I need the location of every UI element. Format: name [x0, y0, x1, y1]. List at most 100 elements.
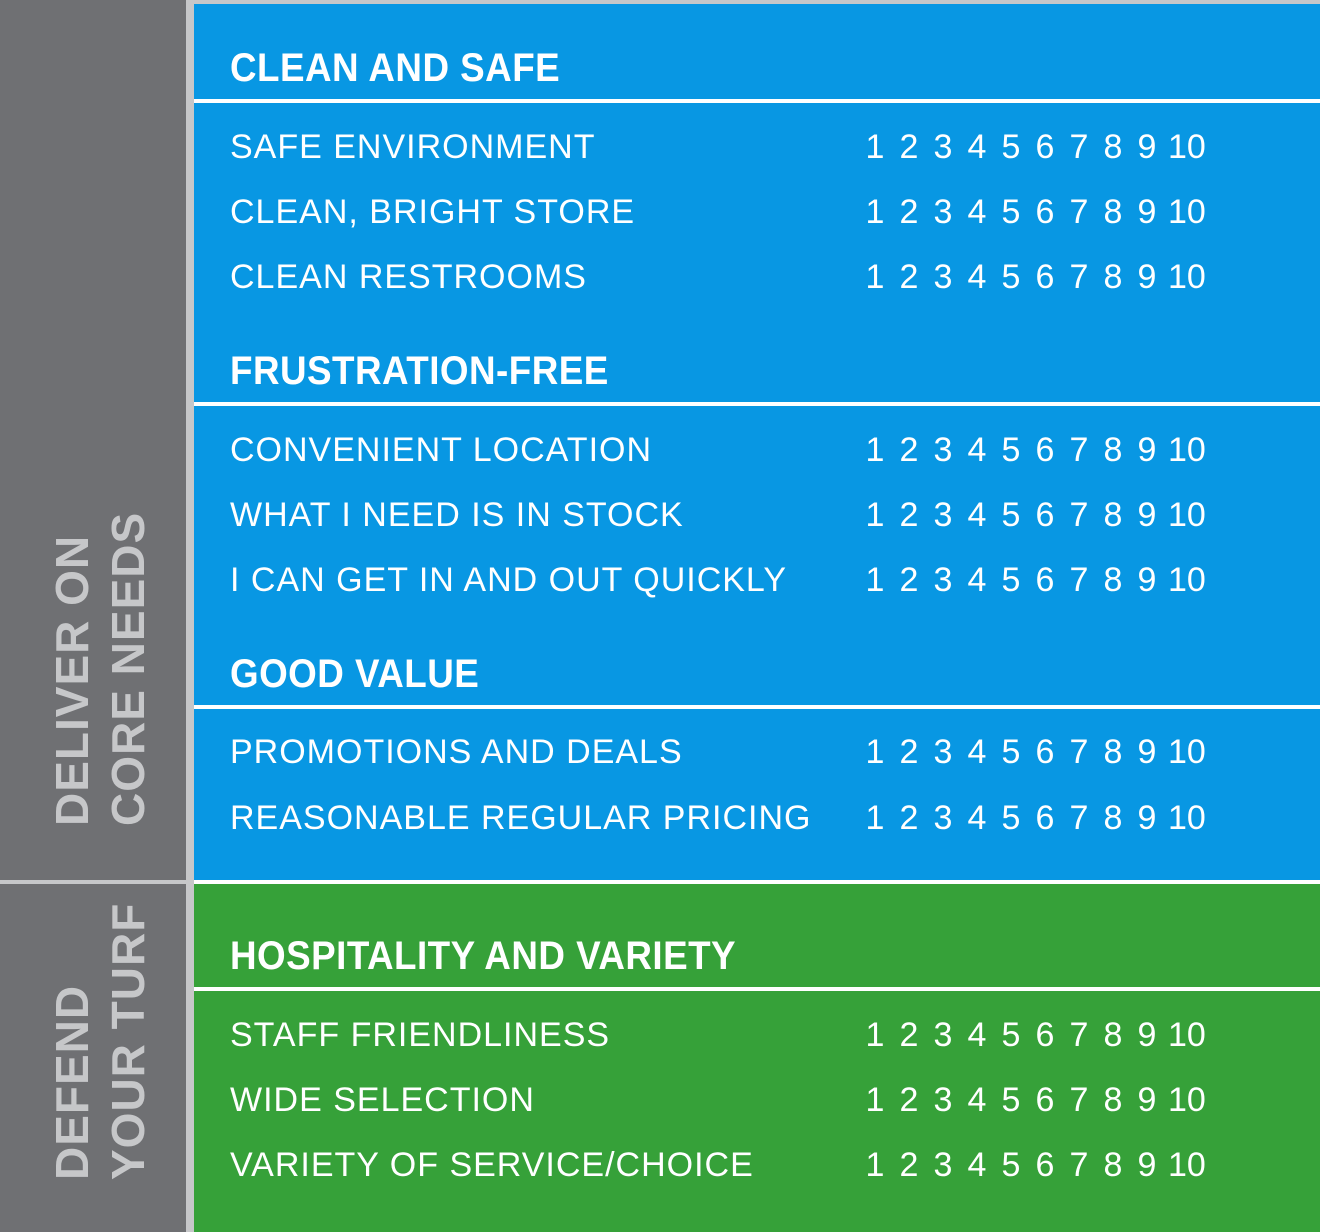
scale-value-3[interactable]: 3 [933, 561, 953, 599]
scale-value-8[interactable]: 8 [1103, 561, 1123, 599]
scale-value-4[interactable]: 4 [967, 1016, 987, 1054]
scale-value-9[interactable]: 9 [1137, 799, 1157, 837]
scale-value-9[interactable]: 9 [1137, 193, 1157, 231]
scale-value-2[interactable]: 2 [899, 258, 919, 296]
scale-value-5[interactable]: 5 [1001, 496, 1021, 534]
scale-value-6[interactable]: 6 [1035, 258, 1055, 296]
scale-value-2[interactable]: 2 [899, 1016, 919, 1054]
scale-value-1[interactable]: 1 [865, 496, 885, 534]
scale-value-4[interactable]: 4 [967, 1146, 987, 1184]
scale-value-4[interactable]: 4 [967, 258, 987, 296]
scale-value-7[interactable]: 7 [1069, 799, 1089, 837]
scale-value-1[interactable]: 1 [865, 431, 885, 469]
scale-value-10[interactable]: 10 [1168, 258, 1206, 296]
scale-value-4[interactable]: 4 [967, 128, 987, 166]
scale-value-5[interactable]: 5 [1001, 733, 1021, 771]
scale-value-4[interactable]: 4 [967, 193, 987, 231]
scale-value-10[interactable]: 10 [1168, 128, 1206, 166]
scale-value-7[interactable]: 7 [1069, 431, 1089, 469]
scale-value-10[interactable]: 10 [1168, 733, 1206, 771]
scale-value-6[interactable]: 6 [1035, 431, 1055, 469]
scale-value-9[interactable]: 9 [1137, 733, 1157, 771]
scale-value-9[interactable]: 9 [1137, 561, 1157, 599]
scale-value-5[interactable]: 5 [1001, 799, 1021, 837]
scale-value-2[interactable]: 2 [899, 128, 919, 166]
scale-value-10[interactable]: 10 [1168, 1016, 1206, 1054]
scale-value-1[interactable]: 1 [865, 1146, 885, 1184]
scale-value-6[interactable]: 6 [1035, 1016, 1055, 1054]
scale-value-3[interactable]: 3 [933, 1016, 953, 1054]
scale-value-10[interactable]: 10 [1168, 561, 1206, 599]
scale-value-6[interactable]: 6 [1035, 1081, 1055, 1119]
scale-value-2[interactable]: 2 [899, 799, 919, 837]
scale-value-3[interactable]: 3 [933, 733, 953, 771]
scale-value-7[interactable]: 7 [1069, 496, 1089, 534]
scale-value-5[interactable]: 5 [1001, 431, 1021, 469]
scale-value-1[interactable]: 1 [865, 128, 885, 166]
scale-value-7[interactable]: 7 [1069, 1146, 1089, 1184]
scale-value-8[interactable]: 8 [1103, 1081, 1123, 1119]
scale-value-8[interactable]: 8 [1103, 431, 1123, 469]
scale-value-5[interactable]: 5 [1001, 1081, 1021, 1119]
scale-value-10[interactable]: 10 [1168, 496, 1206, 534]
scale-value-9[interactable]: 9 [1137, 1146, 1157, 1184]
scale-value-7[interactable]: 7 [1069, 258, 1089, 296]
scale-value-3[interactable]: 3 [933, 799, 953, 837]
scale-value-8[interactable]: 8 [1103, 733, 1123, 771]
scale-value-1[interactable]: 1 [865, 799, 885, 837]
scale-value-10[interactable]: 10 [1168, 1146, 1206, 1184]
scale-value-8[interactable]: 8 [1103, 128, 1123, 166]
scale-value-5[interactable]: 5 [1001, 128, 1021, 166]
scale-value-5[interactable]: 5 [1001, 561, 1021, 599]
scale-value-1[interactable]: 1 [865, 1081, 885, 1119]
scale-value-2[interactable]: 2 [899, 496, 919, 534]
scale-value-1[interactable]: 1 [865, 1016, 885, 1054]
scale-value-3[interactable]: 3 [933, 193, 953, 231]
scale-value-6[interactable]: 6 [1035, 496, 1055, 534]
scale-value-9[interactable]: 9 [1137, 431, 1157, 469]
scale-value-3[interactable]: 3 [933, 258, 953, 296]
scale-value-2[interactable]: 2 [899, 733, 919, 771]
scale-value-7[interactable]: 7 [1069, 1016, 1089, 1054]
scale-value-6[interactable]: 6 [1035, 799, 1055, 837]
scale-value-3[interactable]: 3 [933, 431, 953, 469]
scale-value-3[interactable]: 3 [933, 128, 953, 166]
scale-value-5[interactable]: 5 [1001, 1146, 1021, 1184]
scale-value-5[interactable]: 5 [1001, 258, 1021, 296]
scale-value-1[interactable]: 1 [865, 561, 885, 599]
scale-value-9[interactable]: 9 [1137, 128, 1157, 166]
scale-value-2[interactable]: 2 [899, 1081, 919, 1119]
scale-value-6[interactable]: 6 [1035, 733, 1055, 771]
scale-value-8[interactable]: 8 [1103, 1146, 1123, 1184]
scale-value-4[interactable]: 4 [967, 431, 987, 469]
scale-value-2[interactable]: 2 [899, 1146, 919, 1184]
scale-value-2[interactable]: 2 [899, 193, 919, 231]
scale-value-3[interactable]: 3 [933, 1081, 953, 1119]
scale-value-10[interactable]: 10 [1168, 1081, 1206, 1119]
scale-value-9[interactable]: 9 [1137, 496, 1157, 534]
scale-value-9[interactable]: 9 [1137, 258, 1157, 296]
scale-value-7[interactable]: 7 [1069, 193, 1089, 231]
scale-value-4[interactable]: 4 [967, 496, 987, 534]
scale-value-7[interactable]: 7 [1069, 733, 1089, 771]
scale-value-5[interactable]: 5 [1001, 1016, 1021, 1054]
scale-value-7[interactable]: 7 [1069, 1081, 1089, 1119]
scale-value-3[interactable]: 3 [933, 1146, 953, 1184]
scale-value-6[interactable]: 6 [1035, 561, 1055, 599]
scale-value-8[interactable]: 8 [1103, 258, 1123, 296]
scale-value-8[interactable]: 8 [1103, 799, 1123, 837]
scale-value-8[interactable]: 8 [1103, 193, 1123, 231]
scale-value-6[interactable]: 6 [1035, 1146, 1055, 1184]
scale-value-7[interactable]: 7 [1069, 128, 1089, 166]
scale-value-8[interactable]: 8 [1103, 1016, 1123, 1054]
scale-value-8[interactable]: 8 [1103, 496, 1123, 534]
scale-value-1[interactable]: 1 [865, 258, 885, 296]
scale-value-4[interactable]: 4 [967, 733, 987, 771]
scale-value-4[interactable]: 4 [967, 799, 987, 837]
scale-value-3[interactable]: 3 [933, 496, 953, 534]
scale-value-6[interactable]: 6 [1035, 128, 1055, 166]
scale-value-9[interactable]: 9 [1137, 1016, 1157, 1054]
scale-value-4[interactable]: 4 [967, 1081, 987, 1119]
scale-value-10[interactable]: 10 [1168, 799, 1206, 837]
scale-value-10[interactable]: 10 [1168, 193, 1206, 231]
